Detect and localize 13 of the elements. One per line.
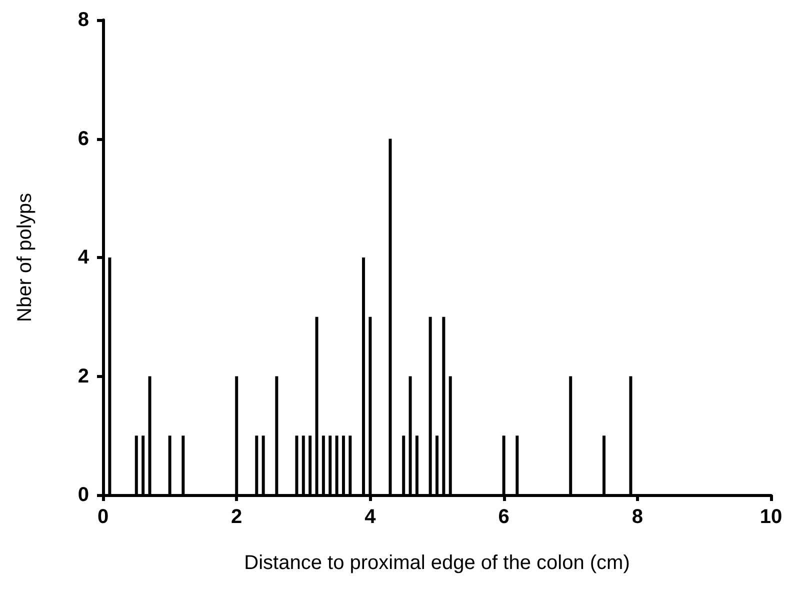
x-axis-title: Distance to proximal edge of the colon (cm) — [244, 552, 630, 574]
y-tick-label: 4 — [78, 246, 90, 268]
y-axis-title: Nber of polyps — [14, 193, 36, 322]
x-tick-label: 4 — [364, 506, 377, 528]
x-tick-label: 10 — [760, 506, 782, 528]
y-tick-label: 6 — [78, 128, 89, 150]
y-tick-label: 0 — [78, 484, 89, 506]
x-tick-label: 2 — [231, 506, 242, 528]
x-tick-label: 0 — [97, 506, 109, 528]
x-tick-label: 6 — [498, 506, 510, 528]
y-tick-label: 2 — [78, 365, 89, 388]
y-tick-label: 8 — [78, 9, 89, 31]
x-tick-label: 8 — [632, 506, 643, 528]
